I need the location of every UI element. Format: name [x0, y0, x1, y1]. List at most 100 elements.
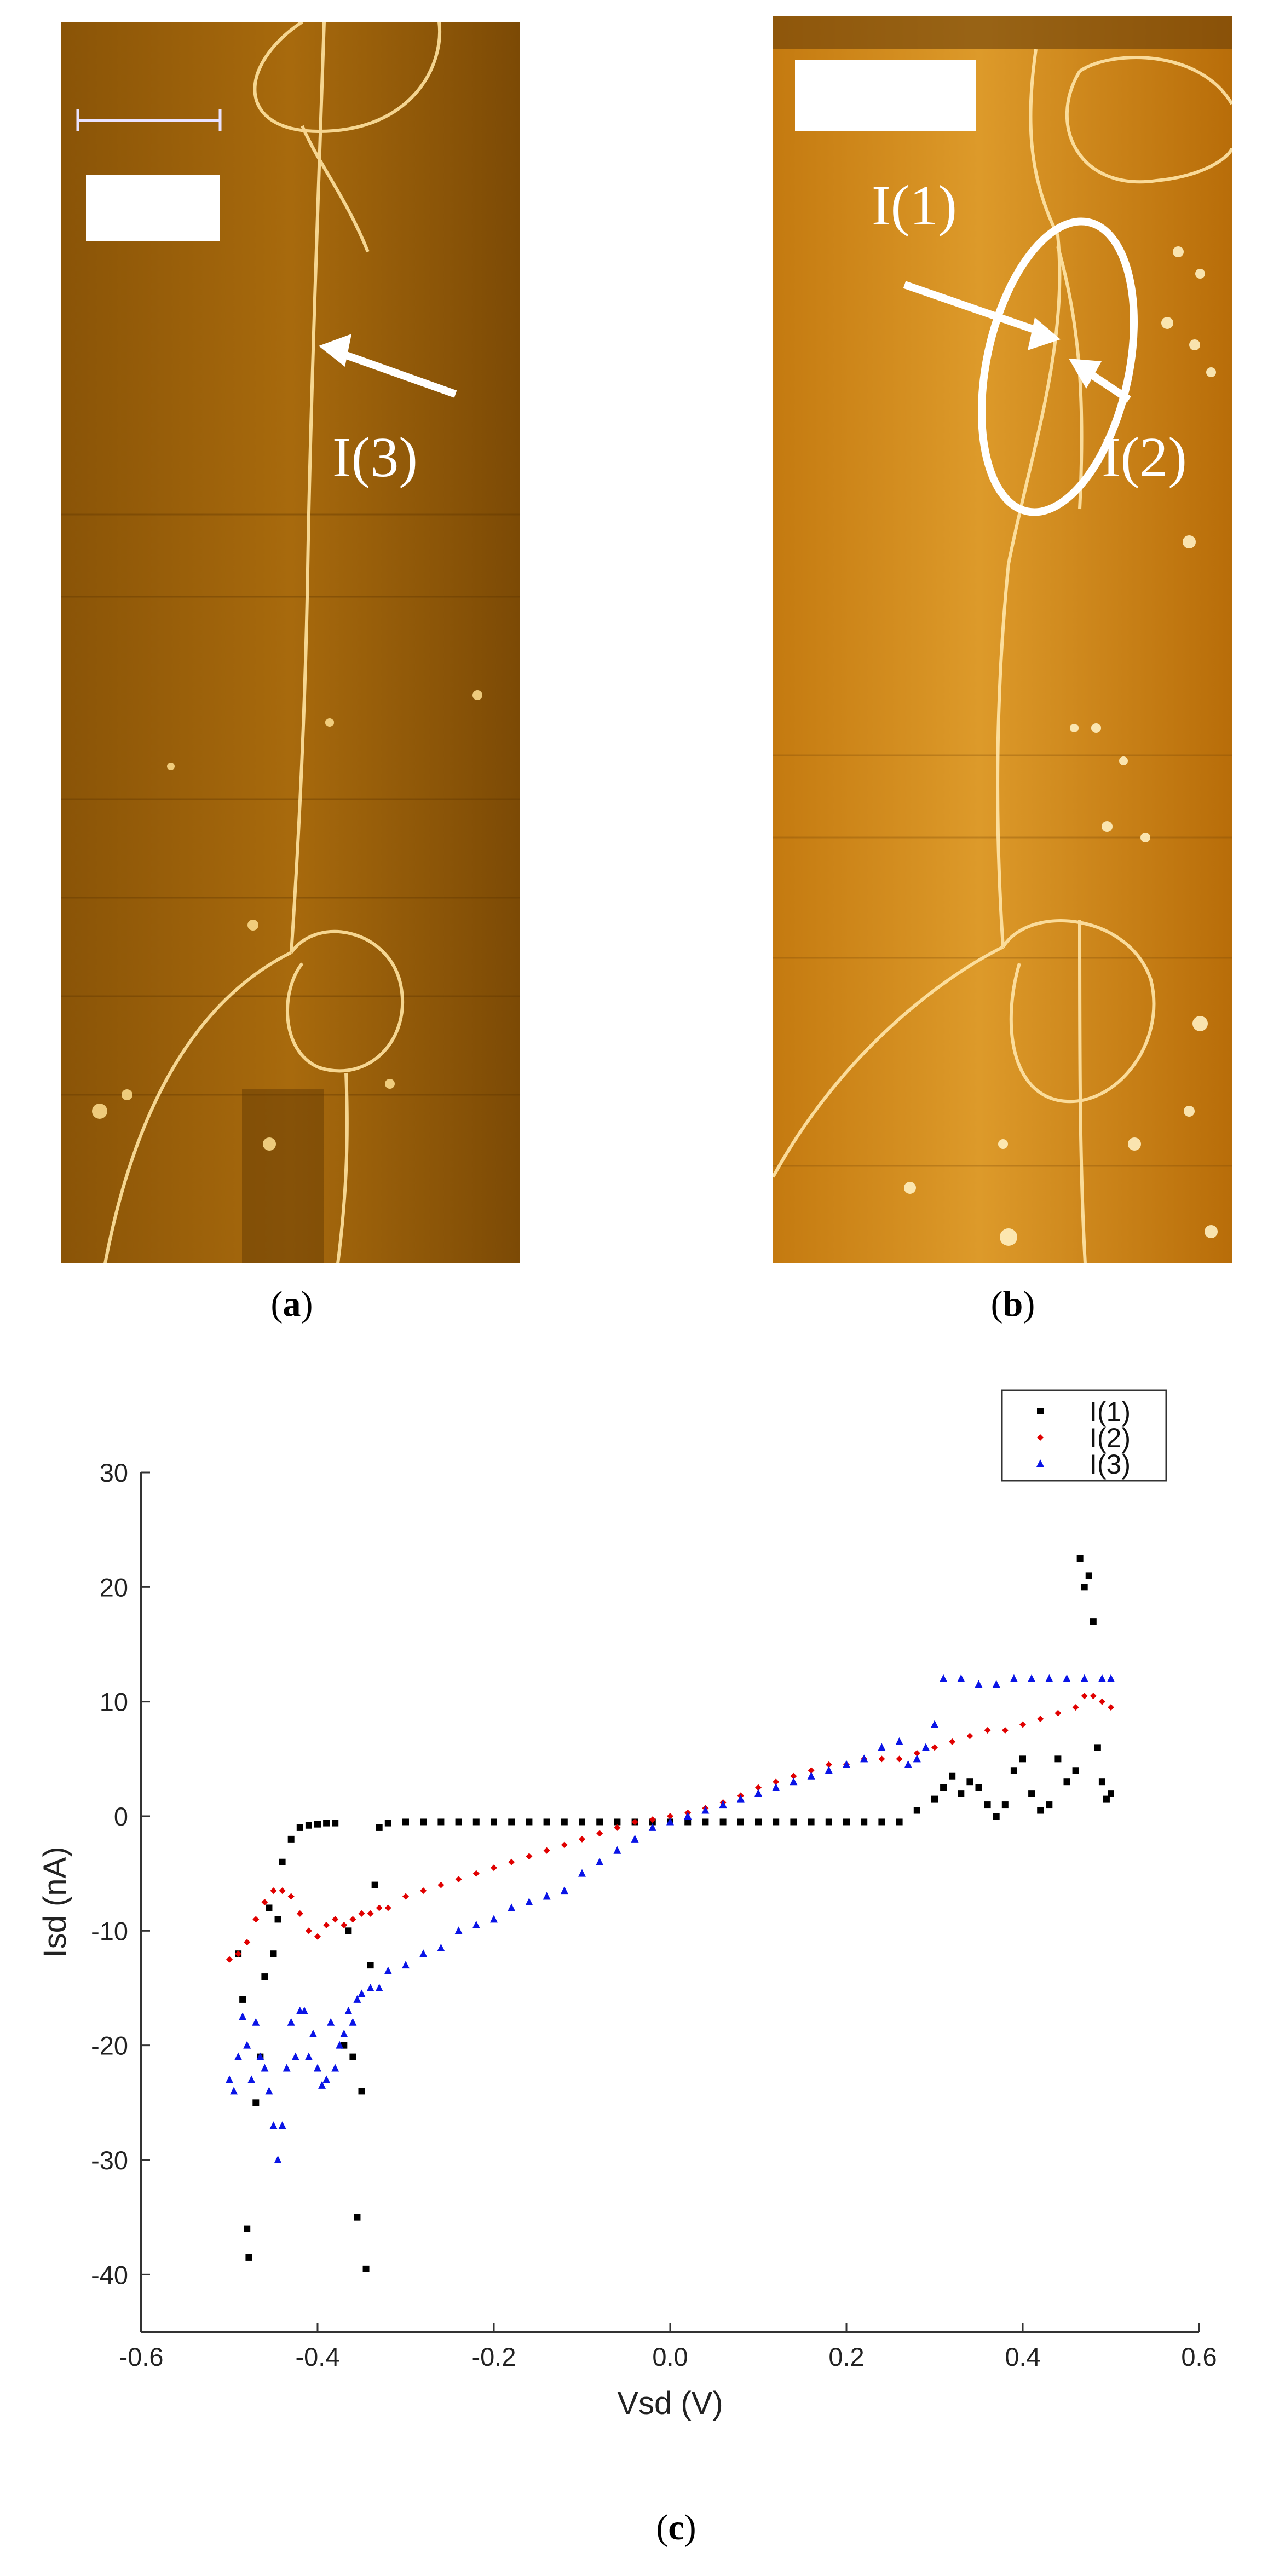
label-i1: I(1)	[872, 174, 957, 237]
data-point	[336, 2041, 344, 2049]
data-point	[931, 1744, 938, 1751]
data-point	[719, 1818, 727, 1826]
data-point	[252, 1916, 260, 1923]
data-point	[366, 1984, 374, 1991]
data-point	[543, 1892, 551, 1900]
data-point	[1010, 1674, 1018, 1682]
label-i2: I(2)	[1102, 426, 1187, 489]
data-point	[737, 1818, 744, 1826]
data-point	[1081, 1693, 1088, 1700]
data-point	[508, 1903, 516, 1911]
data-point	[349, 2018, 357, 2026]
x-tick-label: -0.4	[296, 2342, 340, 2371]
data-point	[287, 2018, 295, 2026]
data-point	[234, 2052, 243, 2060]
data-point	[247, 2075, 256, 2083]
data-point	[984, 1801, 991, 1809]
data-point	[596, 1818, 603, 1826]
y-tick-label: 30	[100, 1458, 128, 1487]
data-point	[579, 1835, 585, 1843]
data-point	[472, 1870, 480, 1877]
data-point	[560, 1886, 568, 1895]
data-point	[1107, 1674, 1115, 1682]
y-tick-label: -20	[91, 2031, 128, 2060]
data-point	[904, 1760, 912, 1768]
data-point	[419, 1949, 428, 1957]
data-point	[358, 1989, 366, 1997]
data-point	[296, 1824, 303, 1831]
data-point	[354, 2214, 361, 2221]
data-point	[1019, 1721, 1026, 1728]
data-point	[1019, 1755, 1026, 1763]
data-point	[1098, 1698, 1105, 1705]
data-point	[261, 1973, 268, 1980]
data-point	[1090, 1693, 1097, 1700]
data-point	[1028, 1674, 1036, 1682]
data-point	[239, 2012, 247, 2020]
data-point	[913, 1749, 920, 1757]
data-point	[701, 1806, 710, 1814]
data-point	[596, 1830, 603, 1837]
data-point	[472, 1920, 480, 1928]
data-point	[631, 1834, 639, 1843]
data-point	[367, 1910, 374, 1917]
data-point	[266, 1904, 273, 1911]
data-point	[614, 1824, 621, 1831]
data-point	[384, 1966, 392, 1974]
data-point	[772, 1783, 780, 1791]
data-point	[1054, 1755, 1062, 1763]
data-point	[402, 1893, 409, 1900]
data-point	[340, 2029, 348, 2037]
data-point	[940, 1674, 948, 1682]
x-tick-label: 0.4	[1005, 2342, 1040, 2371]
legend-label: I(1)	[1090, 1396, 1131, 1427]
data-point	[455, 1818, 462, 1826]
data-point	[966, 1732, 973, 1740]
data-point	[808, 1767, 815, 1774]
data-point	[807, 1771, 815, 1780]
chart-ticks: -0.6 -0.4 -0.2 0.0 0.2 0.4 0.6 30 20 10 0 -10 -20 -30…	[91, 1458, 1217, 2371]
data-point	[1103, 1795, 1110, 1803]
data-point	[261, 2064, 269, 2072]
data-point	[1098, 1778, 1105, 1786]
data-point	[384, 1904, 391, 1911]
data-point	[226, 2075, 233, 2083]
y-tick-label: 10	[100, 1688, 128, 1717]
data-point	[375, 1984, 383, 1991]
data-point	[958, 1790, 965, 1797]
data-point	[274, 2156, 282, 2163]
data-point	[975, 1680, 983, 1688]
legend-label: I(2)	[1090, 1423, 1131, 1453]
data-point	[235, 1950, 242, 1957]
data-point	[300, 2006, 308, 2014]
data-point	[322, 2075, 331, 2083]
data-point	[244, 1939, 251, 1946]
data-point	[279, 1858, 286, 1865]
data-point	[1054, 1709, 1062, 1717]
data-point	[491, 1818, 497, 1826]
data-point	[239, 1996, 246, 2003]
data-point	[314, 1821, 321, 1828]
data-point	[491, 1864, 497, 1872]
data-point	[305, 1822, 312, 1829]
data-point	[508, 1818, 515, 1826]
data-point	[1063, 1778, 1070, 1786]
data-point	[261, 1899, 268, 1905]
data-point	[631, 1818, 638, 1826]
data-point	[975, 1784, 982, 1791]
panel-label-b: (b)	[990, 1284, 1035, 1324]
x-tick-label: 0.0	[652, 2342, 688, 2371]
data-point	[287, 1893, 295, 1900]
data-point	[358, 1910, 365, 1917]
series-3	[226, 1674, 1115, 2163]
data-point	[244, 2225, 251, 2232]
data-point	[278, 2121, 286, 2129]
iv-chart: -0.6 -0.4 -0.2 0.0 0.2 0.4 0.6 30 20 10 0 -10 -20 -30…	[0, 1379, 1285, 2436]
data-point	[1098, 1674, 1106, 1682]
data-point	[993, 1813, 1000, 1820]
data-point	[649, 1816, 656, 1823]
x-tick-label: 0.6	[1181, 2342, 1217, 2371]
data-point	[773, 1778, 780, 1786]
afm-image-b: I(1) I(2)	[773, 16, 1232, 1263]
data-point	[420, 1818, 427, 1826]
